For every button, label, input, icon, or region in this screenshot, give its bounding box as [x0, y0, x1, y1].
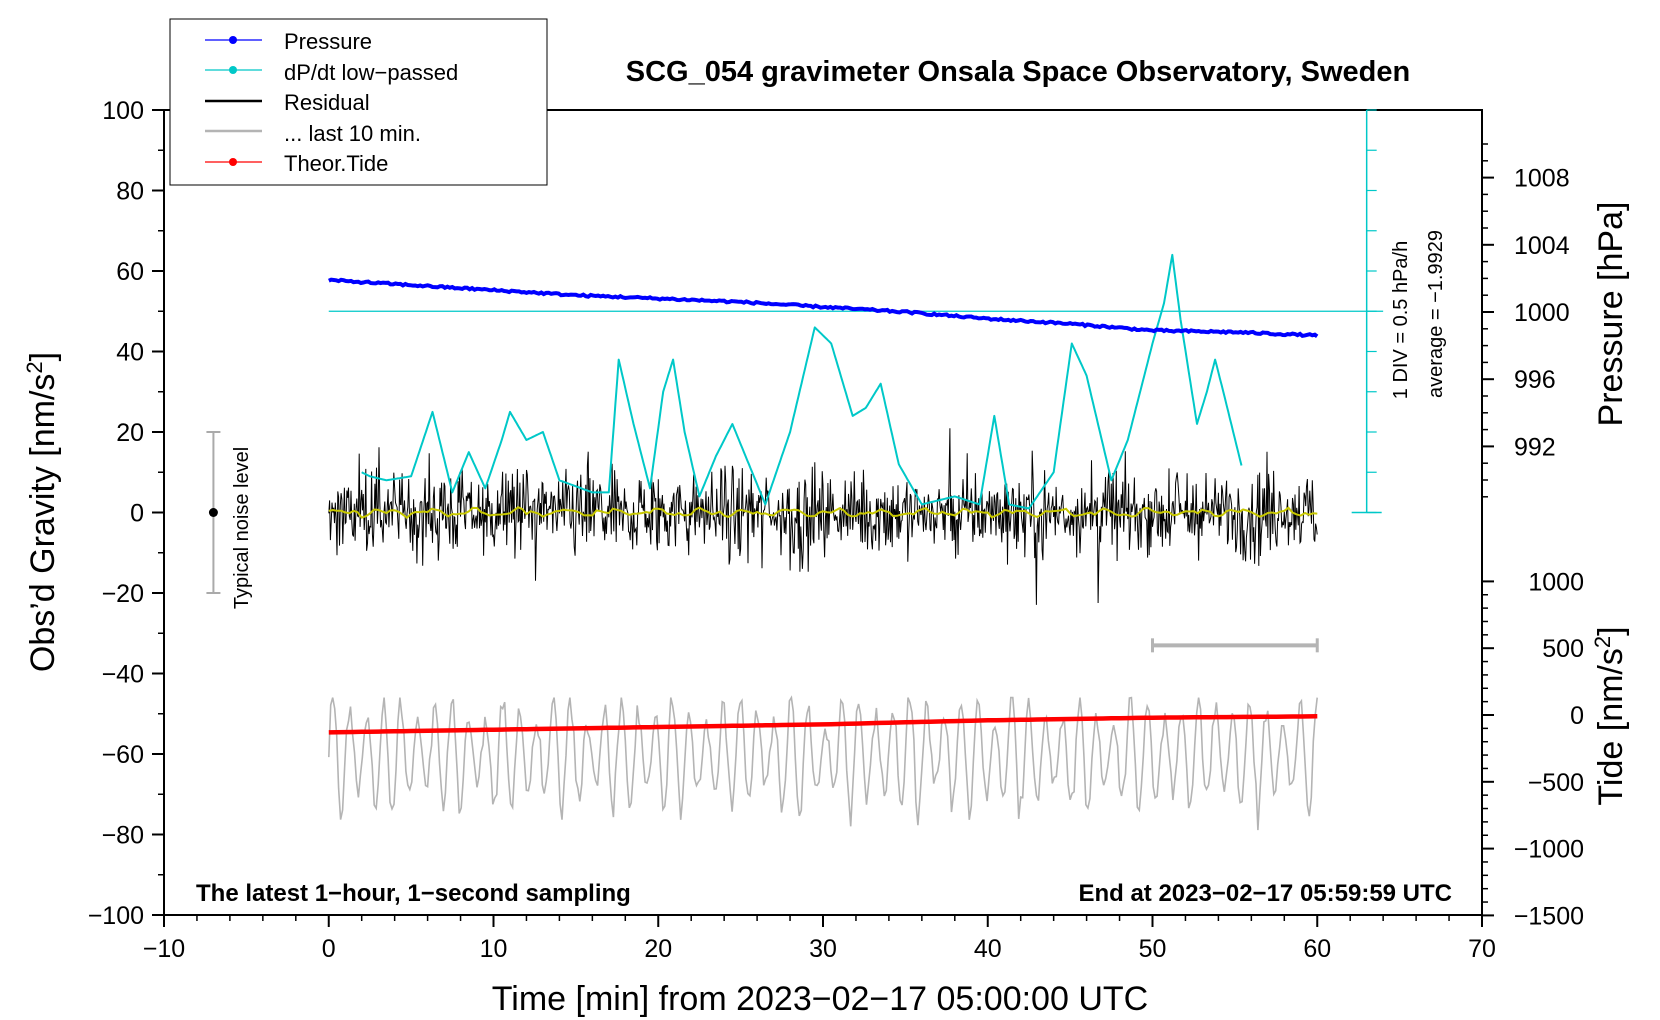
axis-layer: −10 0 10 20 30 40 50 60 70100806040200−20−40−60−…: [88, 97, 1584, 963]
legend-marker-4: [229, 158, 237, 166]
series-pressure-line: [328, 277, 1319, 339]
tide-axis-title-sup: 2: [1590, 636, 1615, 648]
tide-tick-label-3: −500: [1528, 769, 1584, 797]
footer-right-label: End at 2023−02−17 05:59:59 UTC: [1078, 880, 1452, 907]
y-axis-title-sup: 2: [22, 361, 47, 373]
y-tick-label-9: −80: [102, 822, 144, 850]
pressure-tick-label-4: 992: [1514, 433, 1556, 461]
x-tick-label-2: 10: [480, 935, 508, 963]
chart-title: SCG_054 gravimeter Onsala Space Observat…: [626, 56, 1410, 88]
legend-label-pressure: Pressure: [284, 29, 372, 54]
x-tick-label-1: 0: [322, 935, 336, 963]
noise-level-label: Typical noise level: [231, 447, 253, 609]
y-axis-title-main: Obs’d Gravity [nm/s: [24, 374, 62, 673]
series-last10-line: [328, 695, 1318, 831]
noise-level-dot: [208, 508, 218, 517]
y-tick-label-4: 20: [116, 419, 144, 447]
legend-items: [205, 36, 262, 166]
y-tick-label-8: −60: [102, 741, 144, 769]
x-tick-label-8: 70: [1468, 935, 1496, 963]
dpdt-average-label: average = −1.9929: [1425, 230, 1447, 398]
y-tick-label-0: 100: [102, 97, 144, 125]
legend-label-residual: Residual: [284, 90, 370, 115]
x-tick-label-0: −10: [143, 935, 185, 963]
tide-tick-label-0: 1000: [1528, 568, 1584, 596]
legend-marker-0: [229, 36, 237, 44]
tide-axis-title-close: ]: [1592, 626, 1630, 635]
footer-left-label: The latest 1−hour, 1−second sampling: [196, 880, 631, 907]
series-residual-line: [328, 428, 1318, 605]
tide-axis-title: Tide [nm/s2]: [1590, 626, 1630, 805]
x-tick-label-5: 40: [974, 935, 1002, 963]
y-tick-label-1: 80: [116, 178, 144, 206]
y-tick-label-7: −40: [102, 661, 144, 689]
legend-marker-1: [229, 66, 237, 74]
x-tick-label-6: 50: [1139, 935, 1167, 963]
x-tick-label-3: 20: [644, 935, 672, 963]
pressure-tick-label-2: 1000: [1514, 299, 1570, 327]
pressure-axis-title: Pressure [hPa]: [1592, 202, 1630, 427]
y-axis-title-close: ]: [24, 352, 62, 361]
tide-tick-label-2: 0: [1570, 702, 1584, 730]
series-residual-lowpass-line: [328, 506, 1318, 520]
legend-label-last10: ... last 10 min.: [284, 121, 421, 146]
tide-tick-label-4: −1000: [1514, 836, 1584, 864]
legend-label-dpdt: dP/dt low−passed: [284, 60, 458, 85]
pressure-tick-label-1: 1004: [1514, 232, 1570, 260]
x-tick-label-7: 60: [1303, 935, 1331, 963]
x-axis-title: Time [min] from 2023−02−17 05:00:00 UTC: [492, 980, 1148, 1018]
y-tick-label-3: 40: [116, 339, 144, 367]
y-axis-title: Obs’d Gravity [nm/s2]: [22, 352, 62, 672]
legend-label-tide: Theor.Tide: [284, 151, 388, 176]
series-tide-line: [328, 714, 1318, 735]
series-dpdt-line: [361, 253, 1243, 510]
x-tick-label-4: 30: [809, 935, 837, 963]
pressure-tick-label-3: 996: [1514, 366, 1556, 394]
dpdt-scale-label: 1 DIV = 0.5 hPa/h: [1390, 241, 1412, 399]
tide-axis-title-main: Tide [nm/s: [1592, 648, 1630, 805]
pressure-tick-label-0: 1008: [1514, 165, 1570, 193]
y-tick-label-2: 60: [116, 258, 144, 286]
tide-tick-label-1: 500: [1542, 635, 1584, 663]
y-tick-label-6: −20: [102, 580, 144, 608]
legend: Pressure dP/dt low−passed Residual ... l…: [169, 18, 548, 186]
data-layer: [206, 109, 1384, 831]
y-tick-label-10: −100: [88, 902, 144, 930]
y-tick-label-5: 0: [130, 500, 144, 528]
tide-tick-label-5: −1500: [1514, 902, 1584, 930]
